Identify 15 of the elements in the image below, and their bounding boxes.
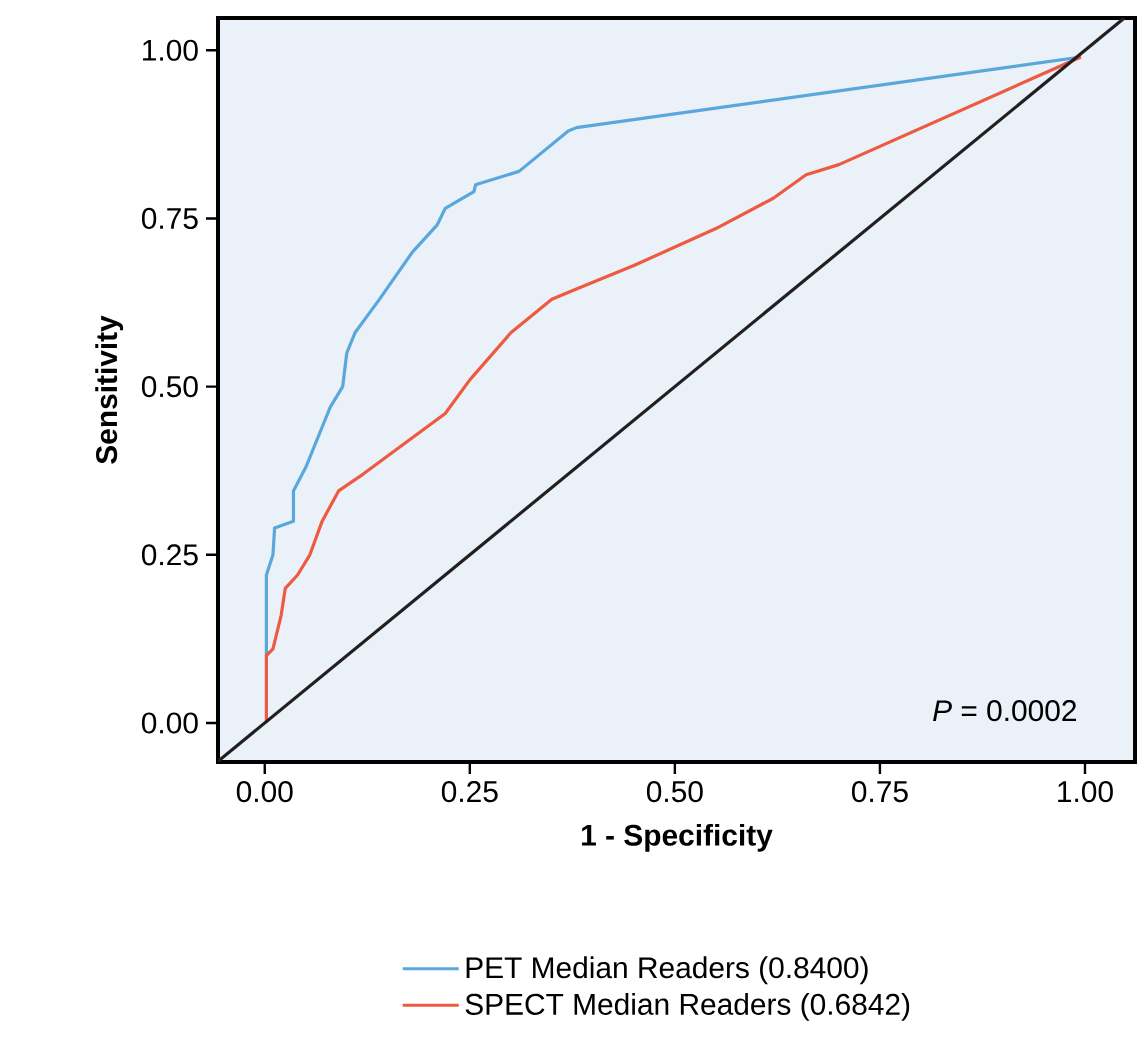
y-axis-title: Sensitivity	[95, 315, 124, 464]
y-tick-label: 1.00	[143, 39, 198, 61]
x-tick-label: 0.25	[441, 781, 498, 803]
annotation: P = 0.0002	[933, 700, 1077, 722]
y-tick-label: 0.50	[141, 376, 198, 398]
x-tick-label: 0.75	[851, 781, 908, 803]
legend-label: PET Median Readers (0.8400)	[466, 956, 868, 985]
x-tick-label: 0.00	[236, 781, 293, 803]
y-tick-label: 0.00	[141, 712, 198, 734]
x-tick-label: 0.50	[646, 781, 703, 803]
y-tick-label: 0.75	[141, 207, 198, 230]
y-tick-label: 0.25	[141, 544, 198, 566]
x-axis-title: 1 - Specificity	[582, 823, 773, 852]
x-tick-label: 1.00	[1058, 781, 1113, 803]
legend-label: SPECT Median Readers (0.6842)	[465, 992, 910, 1021]
